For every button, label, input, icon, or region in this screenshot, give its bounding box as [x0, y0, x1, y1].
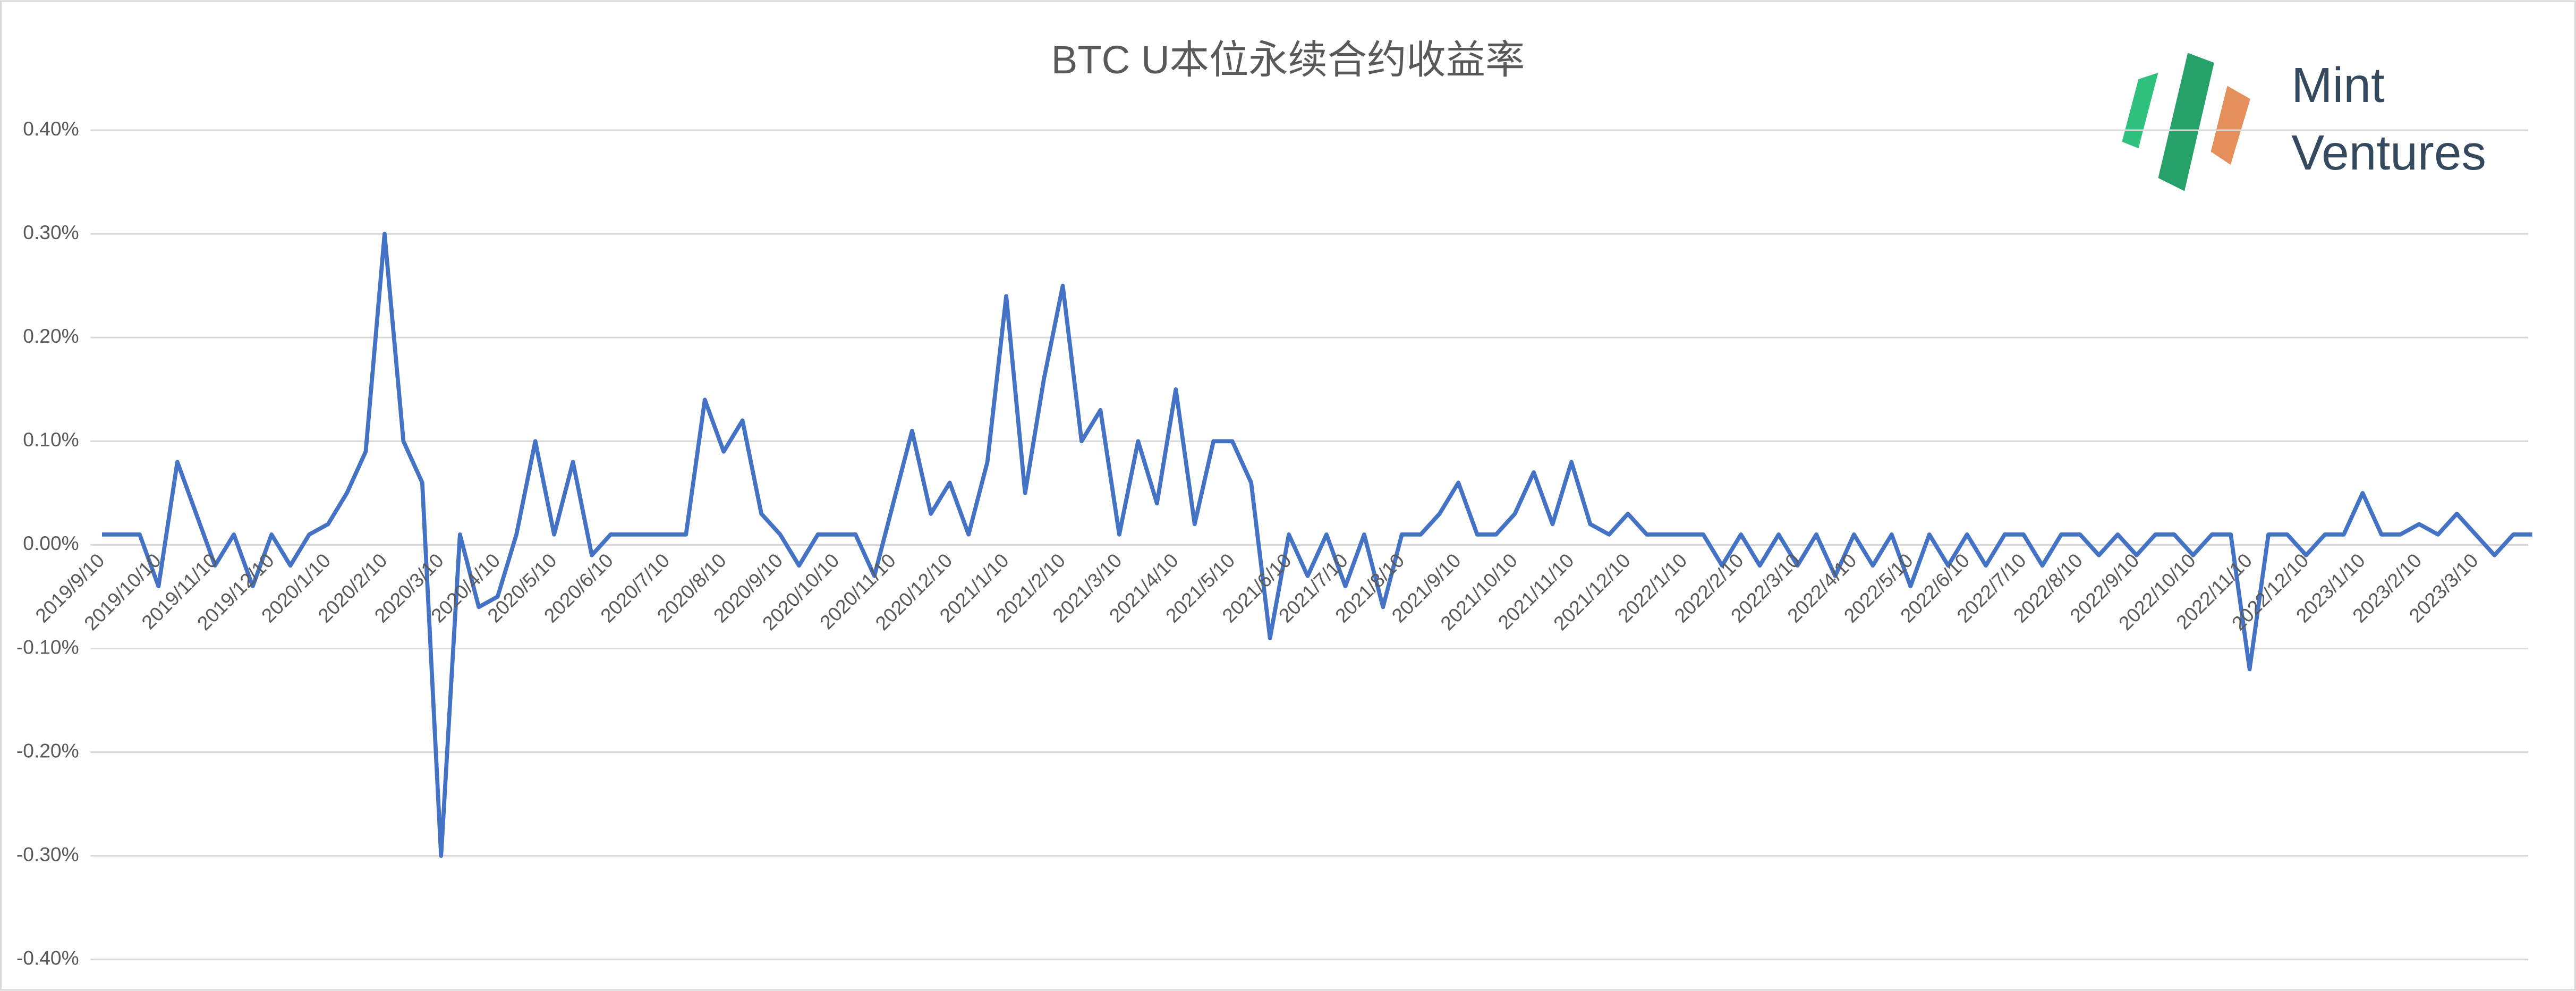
y-tick-label: 0.20%: [23, 325, 79, 347]
logo-text: Mint: [2291, 57, 2385, 113]
y-tick-label: 0.40%: [23, 117, 79, 140]
y-tick-label: -0.10%: [16, 636, 79, 658]
chart-title: BTC U本位永续合约收益率: [1051, 38, 1525, 82]
y-tick-label: -0.20%: [16, 739, 79, 761]
y-tick-label: 0.30%: [23, 221, 79, 243]
logo-text: Ventures: [2291, 125, 2486, 180]
y-tick-label: -0.40%: [16, 947, 79, 969]
y-tick-label: -0.30%: [16, 843, 79, 865]
logo-mark: [2211, 86, 2250, 165]
y-tick-label: 0.00%: [23, 532, 79, 554]
logo-mark: [2158, 53, 2214, 191]
y-tick-label: 0.10%: [23, 428, 79, 451]
data-line: [101, 232, 2532, 858]
